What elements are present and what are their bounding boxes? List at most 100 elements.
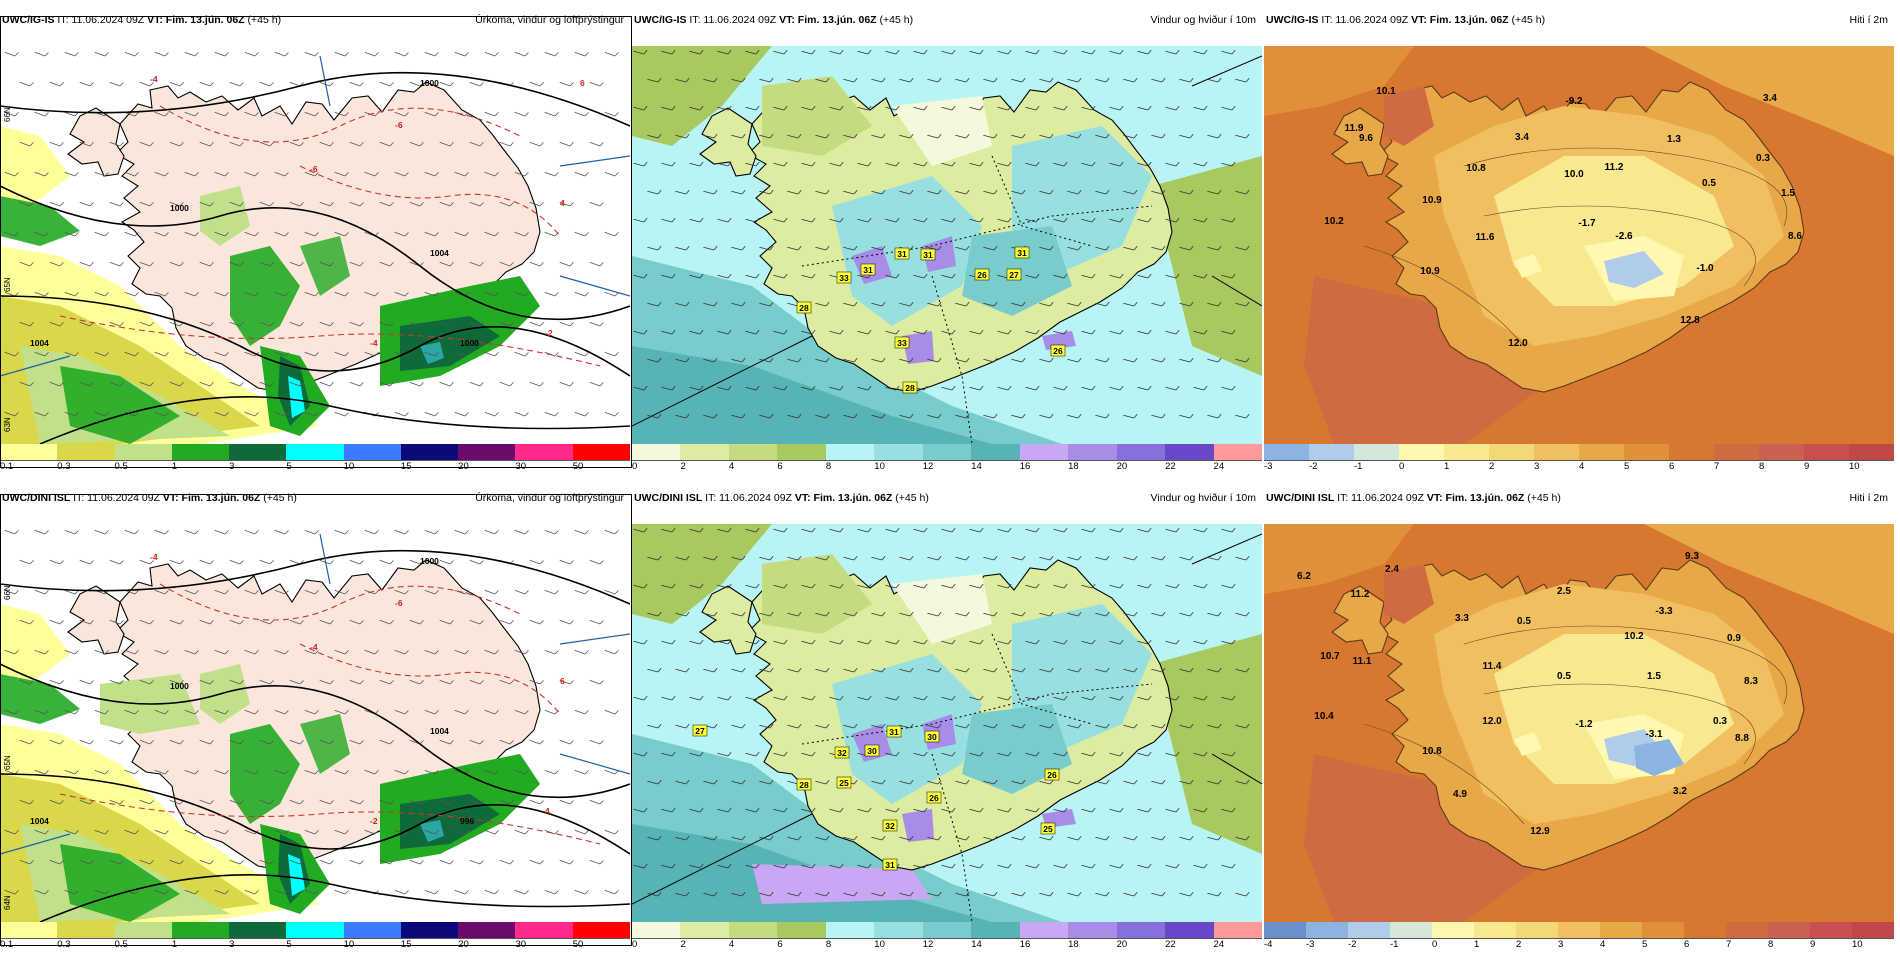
colorbar-tick-label: 50 xyxy=(572,939,584,950)
temp-contour-label: -2 xyxy=(545,328,553,338)
colorbar-swatch xyxy=(1390,922,1432,938)
precip-map[interactable]: 1000 1000 1004 996 1004 -6 -4 -4 -2 4 6 66N 65N 64N xyxy=(0,524,630,922)
lead-time: (+45 h) xyxy=(1527,492,1561,504)
gust-value: 28 xyxy=(799,780,809,790)
isobar xyxy=(0,185,630,321)
projection-line xyxy=(632,335,813,427)
gust-label-box xyxy=(920,248,936,261)
boundary-line xyxy=(0,833,71,855)
colorbar-tick-label: 20 xyxy=(458,939,469,950)
projection-line xyxy=(1191,55,1262,87)
high-gust-area xyxy=(902,809,934,842)
gust-value: 33 xyxy=(897,338,907,348)
lead-time: (+45 h) xyxy=(879,14,914,26)
field-area xyxy=(230,246,300,346)
latitude-label: 63N xyxy=(3,417,12,432)
temperature-value: 10.9 xyxy=(1422,195,1442,206)
temperature-value: 3.3 xyxy=(1455,613,1469,624)
isobar-label: 1000 xyxy=(420,556,439,566)
gust-label-box xyxy=(974,268,990,281)
colorbar-tick-label: 6 xyxy=(1684,939,1690,950)
precip-map[interactable]: 1000 1000 1004 1000 1004 -6 -6 -4 -4 -2 4 6 66N 65N 63… xyxy=(0,46,630,444)
colorbar-swatch xyxy=(1624,444,1669,460)
colorbar-swatch xyxy=(1068,922,1117,938)
wind-map[interactable]: 31 31 33 28 27 31 31 33 26 28 26 xyxy=(632,46,1262,444)
colorbar-swatch xyxy=(728,922,778,938)
temperature-value: -3.3 xyxy=(1655,606,1673,617)
temperature-map[interactable]: 6.2 11.2 2.4 2.5 9.3 3.3 -3.3 10.7 11.1 0.5 10.2 0.… xyxy=(1264,524,1894,922)
temperature-value: 10.9 xyxy=(1420,266,1440,277)
temperature-value: 11.1 xyxy=(1353,656,1372,667)
issue-time: IT: 11.06.2024 09Z xyxy=(705,492,792,504)
westfjords-outline xyxy=(1331,107,1389,177)
temperature-contour xyxy=(299,165,561,237)
high-gust-area xyxy=(922,236,956,272)
isotherm xyxy=(1463,625,1788,705)
panel-title: Úrkoma, vindur og loftþrýstingur xyxy=(475,492,624,504)
colorbar-tick-label: 18 xyxy=(1068,461,1079,472)
temperature-value: 8.8 xyxy=(1735,733,1749,744)
colorbar-swatch xyxy=(1019,922,1069,938)
gust-label-box xyxy=(882,819,898,832)
colorbar-swatch xyxy=(1849,444,1894,460)
colorbar-swatch xyxy=(1019,444,1069,460)
temp-contour-label: 6 xyxy=(560,676,565,686)
colorbar-tick-label: 14 xyxy=(971,939,982,950)
colorbar-swatch xyxy=(1759,444,1804,460)
isobar-label: 1000 xyxy=(420,78,439,88)
colorbar-tick-label: 22 xyxy=(1165,939,1176,950)
colorbar-swatch xyxy=(114,922,172,938)
wind-map[interactable]: 27 31 30 32 30 28 25 26 32 31 26 25 xyxy=(632,524,1262,922)
panel-wind-igis: UWC/IG-IS IT: 11.06.2024 09Z VT: Fim. 13… xyxy=(632,10,1262,480)
colorbar-tick-label: -4 xyxy=(1264,939,1273,950)
temperature-value: -1.7 xyxy=(1578,218,1596,229)
temperature-value: 3.2 xyxy=(1673,786,1687,797)
wind-barbs xyxy=(4,51,619,417)
colorbar-tick-label: 8 xyxy=(825,939,832,950)
colorbar-swatch xyxy=(922,922,972,938)
temperature-value: 8.6 xyxy=(1788,231,1802,242)
temperature-value: -9.2 xyxy=(1565,96,1583,107)
gust-value: 27 xyxy=(695,726,705,736)
colorbar-swatch xyxy=(1768,922,1810,938)
colorbar-tick-label: 10 xyxy=(874,461,885,472)
temperature-value: 0.5 xyxy=(1557,671,1571,682)
wind-barbs xyxy=(4,529,619,895)
field-area xyxy=(0,196,80,246)
colorbar-swatch xyxy=(1306,922,1348,938)
colorbar: -3-2-1012345678910111213 xyxy=(1264,444,1894,474)
colorbar-tick-label: -3 xyxy=(1306,939,1315,950)
colorbar-swatch xyxy=(777,444,826,460)
colorbar-swatch xyxy=(1642,922,1684,938)
field-area xyxy=(1514,254,1542,278)
colorbar-tick-label: 24 xyxy=(1213,939,1225,950)
colorbar-tick-label: 3 xyxy=(1558,939,1564,950)
colorbar-swatch xyxy=(1516,922,1558,938)
colorbar-swatch xyxy=(1810,922,1852,938)
boundary-line xyxy=(0,355,71,377)
temperature-value: 8.3 xyxy=(1744,676,1758,687)
temperature-value: -3.1 xyxy=(1645,729,1663,740)
colorbar-tick-label: 10 xyxy=(874,939,885,950)
issue-time: IT: 11.06.2024 09Z xyxy=(73,492,160,504)
colorbar-tick-label: 20 xyxy=(1116,461,1128,472)
field-area xyxy=(200,664,250,724)
colorbar-swatch xyxy=(1354,444,1399,460)
temperature-value: 0.5 xyxy=(1517,616,1531,627)
temperature-map[interactable]: 10.1 11.99.6 3.4 -9.2 3.4 1.3 0.3 10.8 10.0 11.2 1… xyxy=(1264,46,1894,444)
colorbar-swatch xyxy=(1444,444,1489,460)
colorbar-swatch xyxy=(515,922,573,938)
gust-value: 31 xyxy=(897,249,907,259)
latitude-label: 66N xyxy=(3,107,12,122)
gust-label-box xyxy=(894,247,910,260)
colorbar-swatch xyxy=(1213,444,1262,460)
colorbar-tick-label: 15 xyxy=(400,939,412,950)
colorbar-tick-label: 0.3 xyxy=(57,939,71,950)
colorbar-tick-label: 7 xyxy=(1714,461,1720,472)
colorbar-tick-label: 6 xyxy=(1669,461,1675,472)
panel-title: Hiti í 2m xyxy=(1849,492,1888,504)
colorbar-swatch xyxy=(632,444,681,460)
gust-label-box xyxy=(1044,768,1060,781)
issue-time: IT: 11.06.2024 09Z xyxy=(689,14,777,26)
temperature-value: 10.2 xyxy=(1324,216,1344,227)
